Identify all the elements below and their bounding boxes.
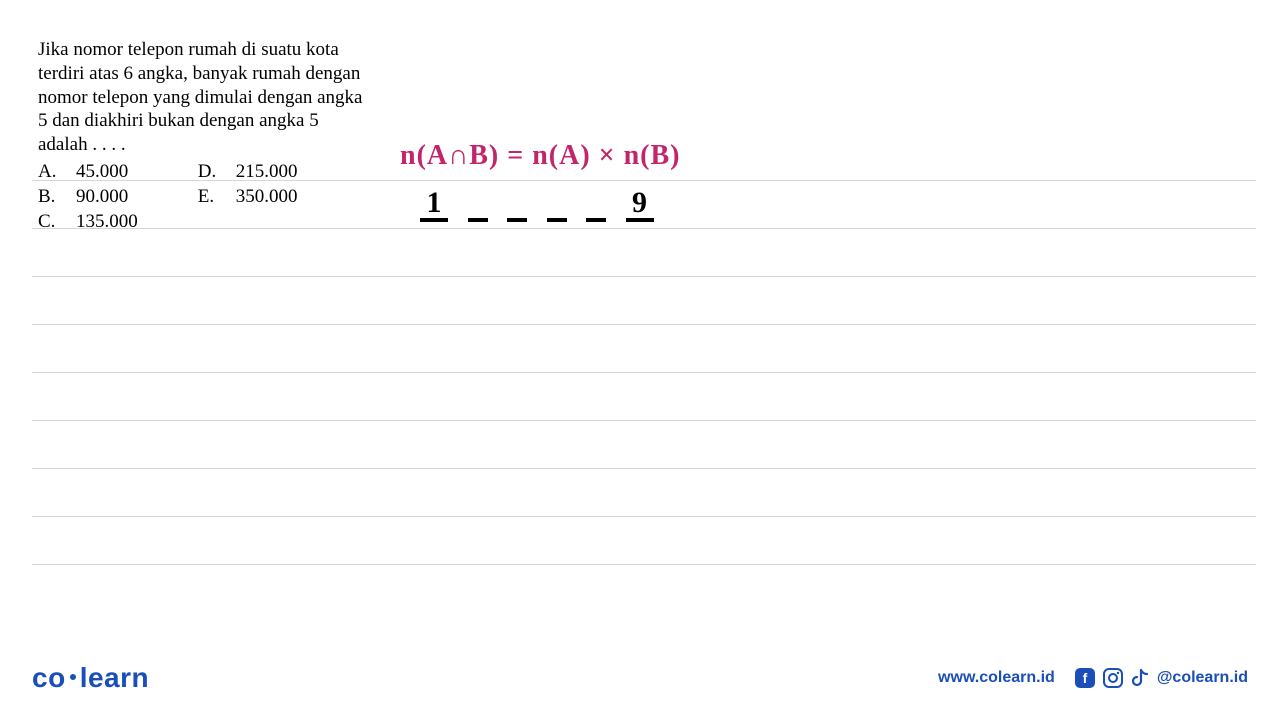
answer-value: 215.000 <box>236 161 298 183</box>
answer-d: D. 215.000 <box>198 161 298 183</box>
logo-dot-icon <box>70 674 76 680</box>
answer-column-2: D. 215.000 E. 350.000 <box>198 161 298 233</box>
answer-value: 45.000 <box>76 161 128 183</box>
footer: colearn www.colearn.id f @colearn.id <box>0 662 1280 694</box>
question-line: Jika nomor telepon rumah di suatu kota <box>38 39 339 60</box>
question-line: 5 dan diakhiri bukan dengan angka 5 <box>38 110 319 131</box>
answer-letter: B. <box>38 186 58 208</box>
digit-slot <box>507 208 527 222</box>
digit-slot <box>547 208 567 222</box>
handwritten-formula: n(A∩B) = n(A) × n(B) <box>400 140 681 172</box>
digit-slot <box>586 208 606 222</box>
ruled-lines <box>32 180 1256 565</box>
svg-text:f: f <box>1082 670 1087 686</box>
facebook-icon: f <box>1075 668 1095 688</box>
answer-value: 350.000 <box>236 186 298 208</box>
answer-value: 135.000 <box>76 211 138 233</box>
digit-slot: 1 <box>420 188 448 222</box>
tiktok-icon <box>1131 668 1149 688</box>
question-line: terdiri atas 6 angka, banyak rumah denga… <box>38 63 360 84</box>
answer-a: A. 45.000 <box>38 161 138 183</box>
footer-right: www.colearn.id f @colearn.id <box>938 668 1248 688</box>
question-line: adalah . . . . <box>38 134 126 155</box>
instagram-icon <box>1103 668 1123 688</box>
answer-value: 90.000 <box>76 186 128 208</box>
social-handle: @colearn.id <box>1157 669 1248 687</box>
colearn-logo: colearn <box>32 662 149 694</box>
answer-column-1: A. 45.000 B. 90.000 C. 135.000 <box>38 161 138 233</box>
answer-c: C. 135.000 <box>38 211 138 233</box>
logo-learn: learn <box>80 662 149 693</box>
answer-e: E. 350.000 <box>198 186 298 208</box>
digit-slot: 9 <box>626 188 654 222</box>
answer-letter: D. <box>198 161 218 183</box>
question-text: Jika nomor telepon rumah di suatu kota t… <box>38 38 398 157</box>
social-links: f @colearn.id <box>1075 668 1248 688</box>
question-line: nomor telepon yang dimulai dengan angka <box>38 87 363 108</box>
answer-letter: C. <box>38 211 58 233</box>
logo-co: co <box>32 662 66 693</box>
answer-letter: A. <box>38 161 58 183</box>
digit-slot <box>468 208 488 222</box>
website-url: www.colearn.id <box>938 669 1055 687</box>
answer-letter: E. <box>198 186 218 208</box>
answer-b: B. 90.000 <box>38 186 138 208</box>
handwritten-slots: 1 9 <box>420 188 666 222</box>
